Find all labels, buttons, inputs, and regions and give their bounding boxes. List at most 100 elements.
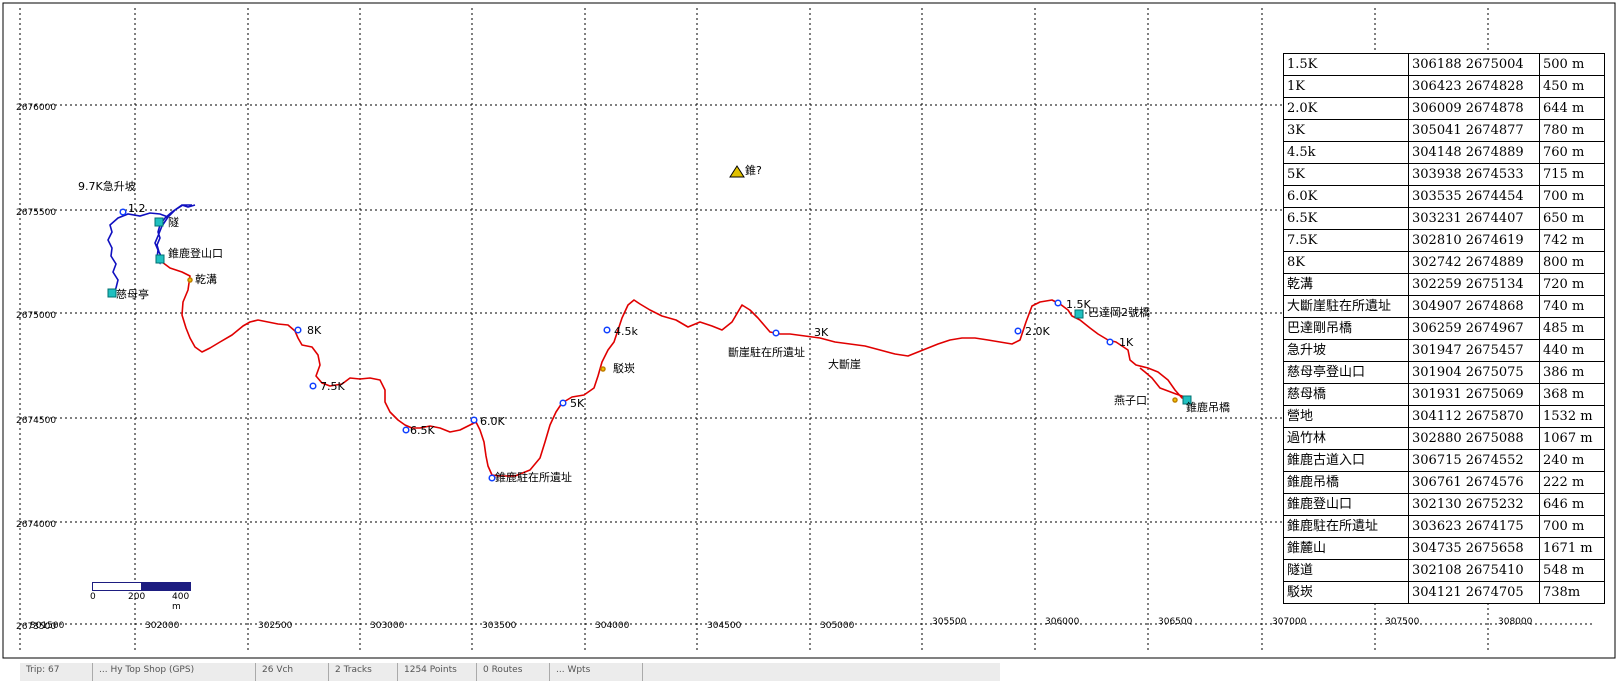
waypoint-coord-cell: 306423 2674828 bbox=[1408, 75, 1540, 98]
waypoint-elevation-cell: 715 m bbox=[1539, 163, 1605, 186]
scale-bar: 0 200 400 m bbox=[90, 582, 192, 612]
waypoint-name-cell: 7.5K bbox=[1283, 229, 1409, 252]
waypoint-name-cell: 8K bbox=[1283, 251, 1409, 274]
status-routes: 0 Routes bbox=[477, 663, 550, 681]
waypoint-coord-cell: 303938 2674533 bbox=[1408, 163, 1540, 186]
waypoint-elevation-cell: 720 m bbox=[1539, 273, 1605, 296]
waypoint-label: 燕子口 bbox=[1114, 394, 1147, 407]
waypoint-elevation-cell: 780 m bbox=[1539, 119, 1605, 142]
waypoint-marker-icon bbox=[187, 277, 193, 283]
waypoint: 4.5k bbox=[603, 325, 638, 338]
waypoint-name-cell: 6.5K bbox=[1283, 207, 1409, 230]
waypoint-label: 慈母亭 bbox=[116, 287, 149, 301]
waypoint-name-cell: 過竹林 bbox=[1283, 427, 1409, 450]
waypoint-elevation-cell: 738m bbox=[1539, 581, 1605, 604]
scale-label-200: 200 bbox=[128, 592, 146, 602]
waypoint-elevation-cell: 742 m bbox=[1539, 229, 1605, 252]
waypoint: 7.5K bbox=[309, 380, 345, 393]
waypoint-marker-icon bbox=[559, 399, 567, 407]
waypoint-coord-cell: 303623 2674175 bbox=[1408, 515, 1540, 538]
table-row: 急升坡 301947 2675457 440 m bbox=[1283, 339, 1605, 362]
waypoint: 錐鹿駐在所遺址 bbox=[488, 470, 572, 484]
waypoint-label: 隧 bbox=[168, 215, 179, 229]
waypoint: 1.5K bbox=[1054, 298, 1091, 311]
waypoint-label: 1.5K bbox=[1066, 298, 1091, 311]
waypoint-marker-icon bbox=[600, 366, 606, 372]
waypoint-name-cell: 錐鹿駐在所遺址 bbox=[1283, 515, 1409, 538]
waypoint-name-cell: 慈母亭登山口 bbox=[1283, 361, 1409, 384]
waypoint-coord-cell: 302810 2674619 bbox=[1408, 229, 1540, 252]
waypoint: 乾溝 bbox=[187, 273, 217, 286]
easting-tick-label: 307000 bbox=[1272, 617, 1307, 627]
scale-label-400: 400 m bbox=[172, 592, 190, 612]
waypoint-label: 7.5K bbox=[320, 380, 345, 393]
waypoint-name-cell: 大斷崖駐在所遺址 bbox=[1283, 295, 1409, 318]
waypoint-name-cell: 錐鹿吊橋 bbox=[1283, 471, 1409, 494]
waypoint-elevation-cell: 760 m bbox=[1539, 141, 1605, 164]
scale-segment-blue bbox=[141, 582, 191, 591]
waypoint-elevation-cell: 1067 m bbox=[1539, 427, 1605, 450]
waypoint-site-icon bbox=[154, 217, 164, 227]
table-row: 錐鹿古道入口 306715 2674552 240 m bbox=[1283, 449, 1605, 472]
scale-label-0: 0 bbox=[90, 592, 96, 602]
table-row: 錐鹿登山口 302130 2675232 646 m bbox=[1283, 493, 1605, 516]
status-tracks: 2 Tracks bbox=[329, 663, 398, 681]
waypoint: 2.0K bbox=[1014, 325, 1050, 338]
table-row: 錐麓山 304735 2675658 1671 m bbox=[1283, 537, 1605, 560]
easting-tick-labels: 301500 302000 302500 303000 303500 304000 3045… bbox=[30, 617, 1533, 631]
table-row: 8K 302742 2674889 800 m bbox=[1283, 251, 1605, 274]
waypoint-name-cell: 2.0K bbox=[1283, 97, 1409, 120]
waypoint-marker-icon bbox=[488, 474, 496, 482]
waypoint: 斷崖駐在所遺址 bbox=[728, 329, 805, 359]
summit-icon bbox=[729, 165, 745, 178]
table-row: 大斷崖駐在所遺址 304907 2674868 740 m bbox=[1283, 295, 1605, 318]
table-row: 營地 304112 2675870 1532 m bbox=[1283, 405, 1605, 428]
waypoint-marker-icon bbox=[1014, 327, 1022, 335]
waypoint-table: 1.5K 306188 2675004 500 m 1K 306423 2674828 4… bbox=[1283, 53, 1605, 604]
map-border bbox=[2, 2, 1616, 659]
status-bar: Trip: 67 ... Hy Top Shop (GPS) 26 Vch 2 … bbox=[20, 663, 1000, 681]
waypoint-coord-cell: 304112 2675870 bbox=[1408, 405, 1540, 428]
waypoint-coord-cell: 301931 2675069 bbox=[1408, 383, 1540, 406]
northing-tick-label: 2674500 bbox=[16, 416, 56, 426]
waypoint-marker-icon bbox=[1106, 338, 1114, 346]
waypoint-name-cell: 隧道 bbox=[1283, 559, 1409, 582]
waypoint-name-cell: 6.0K bbox=[1283, 185, 1409, 208]
waypoint-coord-cell: 301947 2675457 bbox=[1408, 339, 1540, 362]
waypoint-marker-icon bbox=[309, 382, 317, 390]
northing-tick-label: 2675000 bbox=[16, 311, 56, 321]
waypoint: 巴達岡2號橋 bbox=[1074, 305, 1150, 319]
waypoint: 8K bbox=[294, 324, 322, 337]
table-row: 過竹林 302880 2675088 1067 m bbox=[1283, 427, 1605, 450]
gps-tracks bbox=[107, 204, 1189, 477]
waypoint-elevation-cell: 386 m bbox=[1539, 361, 1605, 384]
waypoint-label: 駁崁 bbox=[613, 362, 635, 375]
waypoint: 錐鹿吊橋 bbox=[1182, 395, 1230, 414]
waypoint: 駁崁 bbox=[600, 362, 635, 375]
waypoint-elevation-cell: 646 m bbox=[1539, 493, 1605, 516]
waypoint-coord-cell: 302130 2675232 bbox=[1408, 493, 1540, 516]
easting-tick-label: 306000 bbox=[1045, 617, 1080, 627]
northing-tick-labels: 2676000 2675500 2675000 2674500 2674000 26735… bbox=[16, 103, 56, 632]
waypoint: 大斷崖 bbox=[828, 357, 861, 371]
waypoint-name-cell: 錐鹿登山口 bbox=[1283, 493, 1409, 516]
table-row: 慈母橋 301931 2675069 368 m bbox=[1283, 383, 1605, 406]
easting-tick-label: 307500 bbox=[1385, 617, 1420, 627]
table-row: 錐鹿吊橋 306761 2674576 222 m bbox=[1283, 471, 1605, 494]
waypoint-marker-icon bbox=[1172, 397, 1178, 403]
waypoint-marker-icon bbox=[1054, 299, 1062, 307]
waypoint-name-cell: 1K bbox=[1283, 75, 1409, 98]
waypoint-elevation-cell: 222 m bbox=[1539, 471, 1605, 494]
easting-tick-label: 303000 bbox=[370, 621, 405, 631]
waypoint-elevation-cell: 650 m bbox=[1539, 207, 1605, 230]
waypoint-label: 5K bbox=[570, 397, 585, 410]
waypoint-elevation-cell: 1532 m bbox=[1539, 405, 1605, 428]
waypoint: 9.7K急升坡 bbox=[78, 179, 136, 193]
table-row: 1.5K 306188 2675004 500 m bbox=[1283, 53, 1605, 76]
table-row: 慈母亭登山口 301904 2675075 386 m bbox=[1283, 361, 1605, 384]
waypoint-label: 錐鹿吊橋 bbox=[1186, 400, 1230, 414]
table-row: 5K 303938 2674533 715 m bbox=[1283, 163, 1605, 186]
